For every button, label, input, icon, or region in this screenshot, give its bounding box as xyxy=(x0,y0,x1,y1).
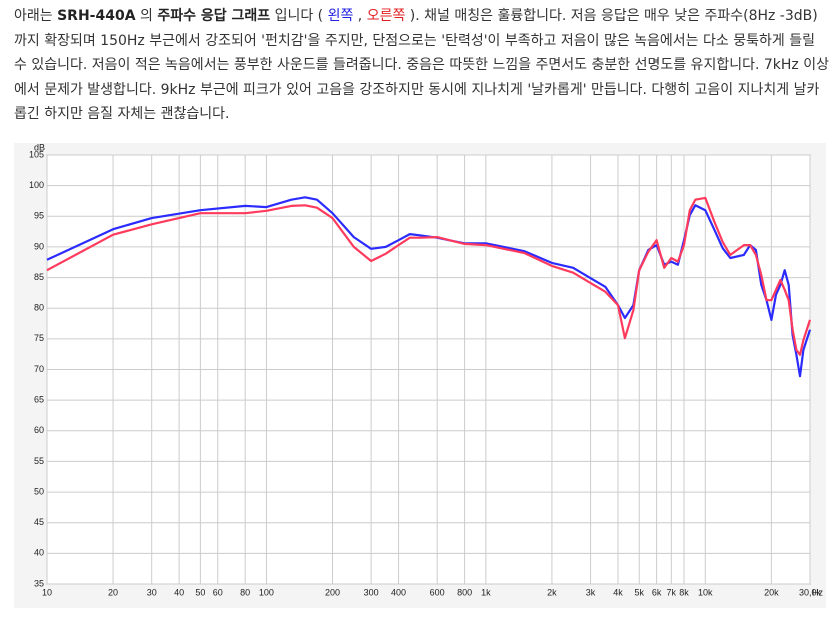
text: , xyxy=(353,8,367,24)
x-tick-label: 800 xyxy=(457,587,472,597)
y-tick-label: 70 xyxy=(34,364,44,374)
y-tick-label: 75 xyxy=(34,333,44,343)
y-axis-label: dB xyxy=(34,143,45,152)
text: 아래는 xyxy=(14,8,58,24)
response-line xyxy=(46,196,812,356)
x-tick-label: 4k xyxy=(613,587,623,597)
text: ). 채널 매칭은 훌륭합니다. 저음 응답은 매우 낮은 주파수(8Hz -3… xyxy=(14,8,829,122)
x-tick-label: 20 xyxy=(108,587,118,597)
x-tick-label: 100 xyxy=(259,587,274,597)
y-tick-label: 95 xyxy=(34,211,44,221)
x-tick-label: 60 xyxy=(213,587,223,597)
description: 아래는 SRH-440A 의 주파수 응답 그래프 입니다 ( 왼쪽 , 오른쪽… xyxy=(14,4,830,127)
x-tick-label: 600 xyxy=(430,587,445,597)
y-tick-label: 35 xyxy=(34,578,44,588)
x-tick-label: 30 xyxy=(147,587,157,597)
text: 의 xyxy=(135,8,158,24)
x-tick-label: 80 xyxy=(240,587,250,597)
x-tick-label: 20k xyxy=(764,587,779,597)
x-tick-label: 10 xyxy=(42,587,52,597)
right-label: 오른쪽 xyxy=(366,8,406,24)
text: 입니다 ( xyxy=(270,8,328,24)
x-tick-label: 200 xyxy=(325,587,340,597)
x-tick-label: 30,0k xyxy=(799,587,822,597)
y-tick-label: 45 xyxy=(34,517,44,527)
y-tick-label: 80 xyxy=(34,303,44,313)
y-tick-label: 65 xyxy=(34,395,44,405)
y-tick-label: 60 xyxy=(34,425,44,435)
x-tick-label: 3k xyxy=(586,587,596,597)
x-tick-label: 10k xyxy=(698,587,713,597)
y-tick-label: 85 xyxy=(34,272,44,282)
left-label: 왼쪽 xyxy=(327,8,354,24)
x-tick-label: 300 xyxy=(364,587,379,597)
x-tick-label: 40 xyxy=(174,587,184,597)
y-tick-label: 55 xyxy=(34,456,44,466)
graph-name: 주파수 응답 그래프 xyxy=(157,8,271,24)
x-unit-label: Hz xyxy=(812,587,823,597)
y-tick-label: 105 xyxy=(29,149,44,159)
x-tick-label: 400 xyxy=(391,587,406,597)
x-tick-label: 6k xyxy=(652,587,662,597)
chart: dB Hz 35 40 45 50 55 60 65 70 75 80 85 90 95 100 105 10… xyxy=(14,143,826,608)
y-tick-label: 50 xyxy=(34,486,44,496)
y-tick-label: 100 xyxy=(29,180,44,190)
product-name: SRH-440A xyxy=(57,8,136,24)
x-tick-label: 1k xyxy=(481,587,491,597)
x-tick-label: 5k xyxy=(634,587,644,597)
y-tick-label: 90 xyxy=(34,241,44,251)
x-tick-label: 8k xyxy=(679,587,689,597)
x-tick-label: 2k xyxy=(547,587,557,597)
x-tick-label: 50 xyxy=(195,587,205,597)
y-tick-label: 40 xyxy=(34,548,44,558)
x-tick-label: 7k xyxy=(667,587,677,597)
